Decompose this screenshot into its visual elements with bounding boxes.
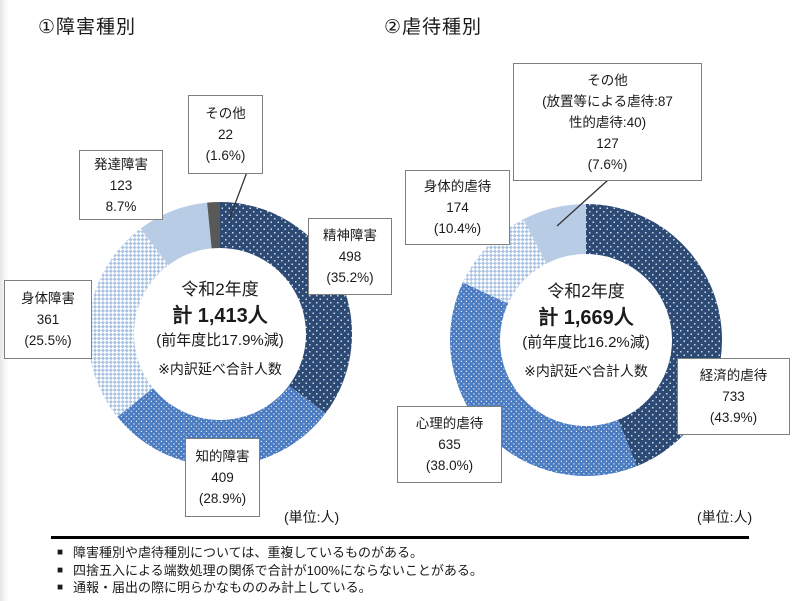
label-line: 409 xyxy=(211,470,234,485)
label-line: 身体障害 xyxy=(21,291,75,306)
unit-label-disability: (単位:人) xyxy=(284,509,340,525)
donut-segment-身体的虐待 xyxy=(462,219,547,304)
footnote-row: ■ 障害種別や虐待種別については、重複しているものがある。 xyxy=(51,544,749,562)
label-line: 498 xyxy=(338,249,362,264)
label-line: 性的虐待:40) xyxy=(568,114,647,130)
square-bullet-icon: ■ xyxy=(57,564,64,576)
total-count-label: 計 1,669人 xyxy=(538,307,634,329)
label-line: (1.6%) xyxy=(205,148,246,163)
label-box-other-abuse: その他 (放置等による虐待:87 性的虐待:40) 127 (7.6%) xyxy=(513,63,702,181)
label-line: 知的障害 xyxy=(195,449,250,464)
square-bullet-icon: ■ xyxy=(57,547,64,558)
donut-segment-その他 xyxy=(523,204,586,264)
yoy-change-label: (前年度比17.9%減) xyxy=(156,332,284,349)
label-line: 127 xyxy=(596,135,619,151)
label-line: 身体的虐待 xyxy=(423,179,492,194)
label-line: (43.9%) xyxy=(709,410,758,425)
label-line: (7.6%) xyxy=(587,156,628,172)
chart-title-disability: ①障害種別 xyxy=(38,17,137,38)
label-line: (38.0%) xyxy=(425,458,474,473)
footnote-text: 障害種別や虐待種別については、重複しているものがある。 xyxy=(73,545,424,560)
label-line: (28.9%) xyxy=(198,491,247,506)
footnotes: ■ 障害種別や虐待種別については、重複しているものがある。 ■ 四捨五入による端… xyxy=(51,536,749,597)
footnote-text: 四捨五入による端数処理の関係で合計が100%にならないことがある。 xyxy=(73,562,483,578)
label-line: (放置等による虐待:87 xyxy=(542,93,673,109)
label-box-developmental-disability: 発達障害 123 8.7% xyxy=(79,150,163,220)
label-box-intellectual-disability: 知的障害 409 (28.9%) xyxy=(185,438,260,517)
breakdown-note-label: ※内訳延べ合計人数 xyxy=(158,361,282,377)
donut-center-label-disability: 令和2年度 計 1,413人 (前年度比17.9%減) ※内訳延べ合計人数 xyxy=(110,277,330,379)
label-line: 発達障害 xyxy=(94,156,148,172)
label-line: 733 xyxy=(722,389,745,404)
breakdown-note-label: ※内訳延べ合計人数 xyxy=(524,363,648,379)
label-line: 174 xyxy=(446,200,469,215)
square-bullet-icon: ■ xyxy=(57,582,64,593)
yoy-change-label: (前年度比16.2%減) xyxy=(522,334,650,351)
donut-center-label-abuse: 令和2年度 計 1,669人 (前年度比16.2%減) ※内訳延べ合計人数 xyxy=(468,279,704,381)
label-line: (35.2%) xyxy=(326,270,374,285)
label-box-economic-abuse: 経済的虐待 733 (43.9%) xyxy=(677,358,790,435)
label-line: 経済的虐待 xyxy=(699,368,768,383)
label-line: 361 xyxy=(36,312,60,327)
total-count-label: 計 1,413人 xyxy=(172,305,268,327)
donut-segment-身体障害 xyxy=(88,228,169,417)
label-line: その他 xyxy=(205,106,246,121)
label-box-mental-disability: 精神障害 498 (35.2%) xyxy=(308,218,392,295)
fiscal-year-label: 令和2年度 xyxy=(547,282,625,301)
label-box-physical-disability: 身体障害 361 (25.5%) xyxy=(4,280,92,359)
footnote-text: 通報・届出の際に明らかなもののみ計上している。 xyxy=(73,580,372,595)
fiscal-year-label: 令和2年度 xyxy=(181,280,259,299)
label-box-other-disability: その他 22 (1.6%) xyxy=(188,95,263,174)
footnote-row: ■ 通報・届出の際に明らかなもののみ計上している。 xyxy=(51,579,749,597)
label-box-psychological-abuse: 心理的虐待 635 (38.0%) xyxy=(397,406,502,483)
leader-line-other-abuse xyxy=(556,179,609,227)
label-line: 精神障害 xyxy=(323,228,377,243)
chart-title-abuse: ②虐待種別 xyxy=(384,17,483,38)
label-line: 22 xyxy=(217,127,234,142)
label-line: 8.7% xyxy=(105,198,137,214)
label-line: (10.4%) xyxy=(433,221,482,236)
label-box-physical-abuse: 身体的虐待 174 (10.4%) xyxy=(405,170,510,245)
donut-segment-知的障害 xyxy=(117,385,326,467)
footnote-row: ■ 四捨五入による端数処理の関係で合計が100%にならないことがある。 xyxy=(51,562,749,580)
label-line: 635 xyxy=(438,437,461,452)
label-line: 123 xyxy=(109,177,133,193)
unit-label-abuse: (単位:人) xyxy=(697,509,753,525)
label-line: (25.5%) xyxy=(24,333,72,348)
donut-segment-その他 xyxy=(207,202,220,249)
label-line: その他 xyxy=(587,72,628,88)
label-line: 心理的虐待 xyxy=(415,416,484,431)
leader-line-other-disability xyxy=(228,171,248,221)
